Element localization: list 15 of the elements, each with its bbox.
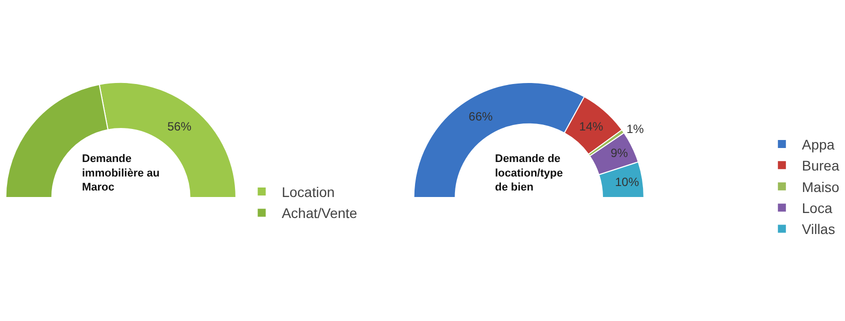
text: Demande immobilière au Maroc [82,153,160,194]
data-label: 14% [579,120,604,134]
legend-label: Maiso [802,178,840,195]
legend-label: Achat/Vente [282,205,358,222]
legend-label: Location [282,184,335,200]
legend-label: Burea [802,158,840,174]
data-label: 56% [167,120,192,134]
data-label: 66% [468,109,494,124]
data-label: 1% [626,122,644,136]
text: Demande de location/type de bien [495,153,563,194]
data-label: 9% [610,146,628,160]
legend-label: Villas [802,221,836,238]
legend-label: Loca [802,200,832,216]
data-label: 10% [614,174,640,189]
legend-label: Appa [802,136,835,152]
